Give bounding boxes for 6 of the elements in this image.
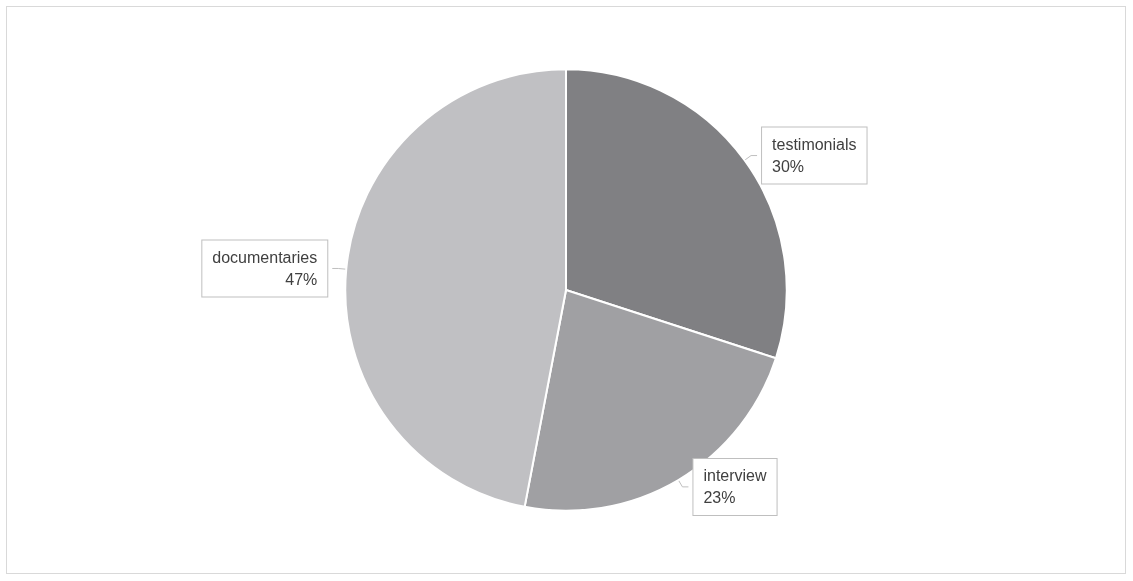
slice-label: interview — [703, 467, 768, 485]
slice-label: documentaries — [212, 248, 318, 266]
data-label: 47% — [285, 270, 318, 288]
data-label: 23% — [703, 489, 736, 507]
data-label: 30% — [772, 158, 805, 176]
slice-label: testimonials — [772, 136, 857, 154]
